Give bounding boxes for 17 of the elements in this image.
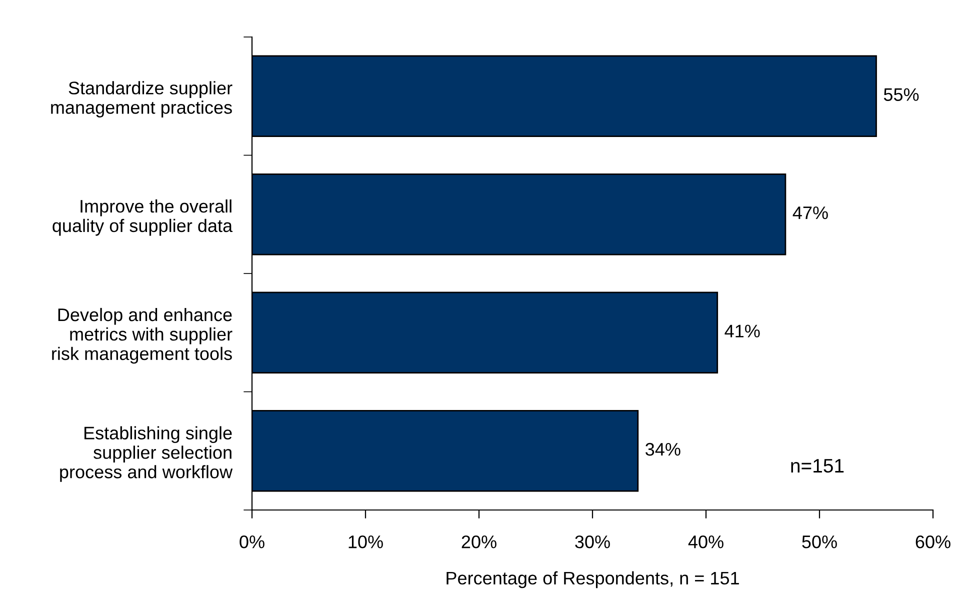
x-tick-label: 30%	[575, 535, 610, 548]
x-tick-label: 0%	[240, 535, 264, 548]
y-tick-label: Develop and enhance metrics with supplier risk management tools	[52, 308, 232, 364]
x-axis-title: Percentage of Respondents, n = 151	[446, 571, 739, 588]
x-tick-label: 40%	[688, 535, 724, 548]
y-tick-label: Standardize supplier management practices	[51, 81, 232, 118]
data-label: 55%	[884, 88, 919, 101]
data-label: 41%	[724, 324, 760, 338]
x-tick-label: 60%	[916, 535, 950, 548]
data-label: 47%	[792, 206, 828, 220]
annotation: n=151	[791, 459, 844, 473]
x-tick-label: 20%	[462, 535, 496, 548]
x-tick-label: 50%	[802, 535, 837, 548]
y-tick-label: Establishing single supplier selection process and workflow	[60, 426, 233, 482]
data-label: 34%	[646, 442, 680, 456]
y-tick-label: Improve the overall quality of supplier data	[52, 199, 233, 236]
x-tick-label: 10%	[348, 535, 383, 548]
